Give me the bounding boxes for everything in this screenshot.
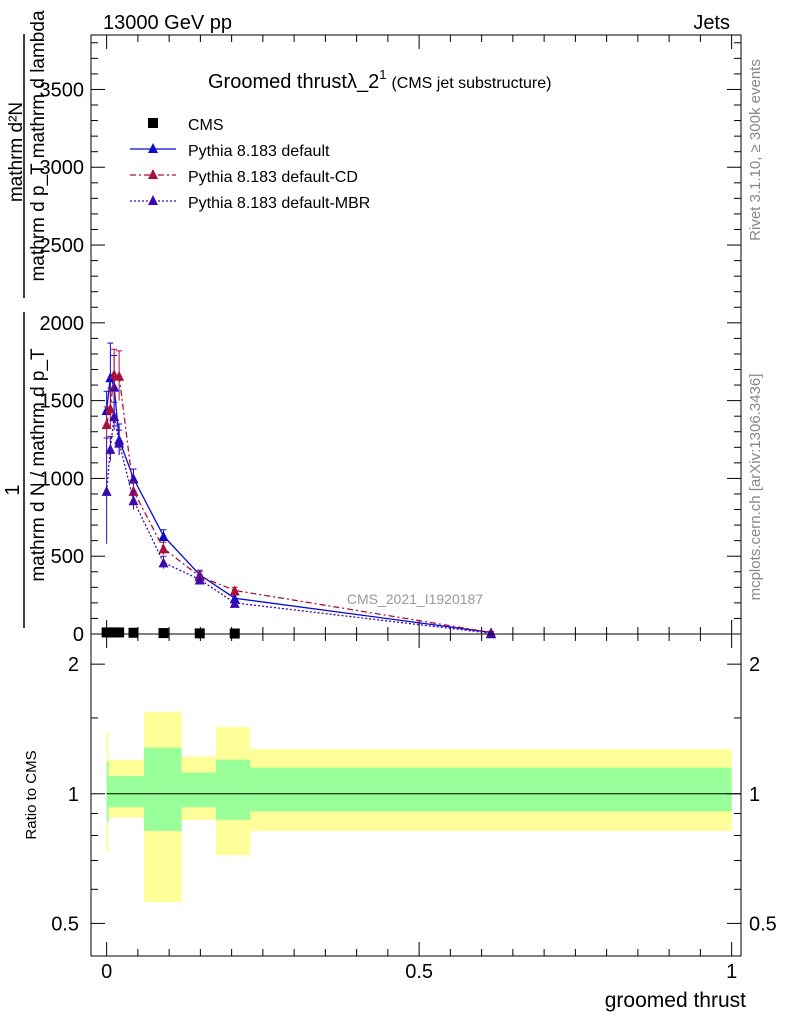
legend-cms-marker	[148, 118, 158, 128]
legend-mbr-marker	[148, 195, 158, 205]
point-mbr	[194, 574, 205, 585]
point-default	[128, 473, 139, 484]
energy-label: 13000 GeV pp	[103, 12, 232, 34]
main-y-tick-label: 2000	[40, 313, 85, 335]
main-y-tick-label: 1000	[40, 468, 85, 490]
legend-cd-label: Pythia 8.183 default-CD	[188, 169, 358, 186]
ratio-band-inner	[250, 767, 732, 812]
ratio-y-tick-label-right: 1	[749, 784, 760, 806]
ratio-y-tick-label: 2	[68, 654, 79, 676]
ratio-x-ticks: 0 0.5 1	[101, 634, 737, 983]
rivet-label: Rivet 3.1.10, ≥ 300k events	[747, 59, 764, 241]
y-label-top2: mathrm d p_T mathrm d lambda	[28, 10, 49, 281]
ratio-x-tick-label: 1	[726, 961, 737, 983]
ratio-y-tick-label: 0.5	[51, 913, 79, 935]
point-mbr	[229, 597, 240, 608]
analysis-id: CMS_2021_I1920187	[347, 591, 483, 607]
x-axis-label: groomed thrust	[605, 989, 746, 1012]
point-cd	[105, 403, 116, 414]
main-y-tick-label: 3000	[40, 157, 85, 179]
point-mbr	[105, 443, 116, 454]
ratio-y-tick-label-right: 0.5	[749, 913, 777, 935]
ratio-band-inner	[106, 761, 109, 822]
point-mbr	[109, 411, 120, 422]
point-cd	[229, 585, 240, 596]
point-cd	[101, 418, 112, 429]
main-y-ticks: 0 500 1000 1500 2000 2500 3000 3500	[40, 42, 741, 646]
main-y-tick-label: 3500	[40, 79, 85, 101]
main-marks	[101, 342, 496, 639]
point-cms	[114, 627, 125, 638]
main-panel: 0 500 1000 1500 2000 2500 3000 3500 Groomed thr…	[2, 10, 742, 646]
legend-cd-marker	[148, 169, 158, 179]
chart-title-main: Groomed thrustλ_2	[208, 71, 379, 93]
point-cd	[114, 370, 125, 381]
point-cms	[158, 628, 169, 639]
legend: CMS Pythia 8.183 default Pythia 8.183 de…	[130, 117, 370, 212]
point-default	[158, 530, 169, 541]
legend-default-label: Pythia 8.183 default	[188, 143, 330, 160]
main-y-tick-label: 0	[73, 624, 84, 646]
process-label: Jets	[693, 12, 730, 34]
y-label-bottom: mathrm d N / mathrm d p_T	[28, 348, 49, 582]
y-label-top: mathrm d²N	[6, 102, 27, 202]
ratio-bands	[106, 711, 732, 903]
ratio-y-tick-label-right: 2	[749, 654, 760, 676]
point-mbr	[101, 485, 112, 496]
ratio-y-tick-label: 1	[68, 784, 79, 806]
chart-title-sup: 1	[379, 67, 386, 82]
main-x-ticks	[106, 35, 733, 634]
ratio-band-inner	[181, 772, 216, 808]
chart-title: Groomed thrustλ_21 (CMS jet substructure)	[208, 67, 551, 93]
point-mbr	[128, 495, 139, 506]
point-cms	[194, 628, 205, 639]
legend-mbr-label: Pythia 8.183 default-MBR	[188, 195, 370, 212]
ratio-band-inner	[144, 747, 182, 831]
point-mbr	[486, 628, 496, 639]
ratio-x-tick-label: 0.5	[405, 961, 433, 983]
main-y-tick-label: 500	[51, 546, 84, 568]
ratio-x-tick-label: 0	[101, 961, 112, 983]
main-y-tick-label: 1500	[40, 391, 85, 413]
main-y-tick-label: 2500	[40, 235, 85, 257]
mcplots-label: mcplots.cern.ch [arXiv:1306.3436]	[747, 374, 764, 601]
point-mbr	[158, 557, 169, 568]
ratio-band-inner	[216, 759, 251, 820]
ratio-panel: 0.5 0.51 12 2 0 0.5 1 Ratio to CMS groomed th…	[23, 633, 777, 1012]
point-cms	[128, 627, 139, 638]
y-label-one: 1	[2, 484, 24, 495]
y-axis-label: mathrm d²N mathrm d p_T mathrm d lambda …	[2, 10, 49, 628]
chart-subtitle: (CMS jet substructure)	[391, 75, 551, 92]
ratio-band-inner	[122, 775, 145, 808]
legend-default-marker	[148, 143, 158, 153]
ratio-y-ticks: 0.5 0.5 1 1 2 2	[51, 654, 777, 935]
ratio-y-label: Ratio to CMS	[23, 750, 40, 839]
ratio-frame	[90, 633, 742, 957]
legend-cms-label: CMS	[188, 117, 224, 134]
point-cd	[158, 543, 169, 554]
ratio-band-inner	[108, 775, 123, 808]
point-mbr	[114, 437, 125, 448]
